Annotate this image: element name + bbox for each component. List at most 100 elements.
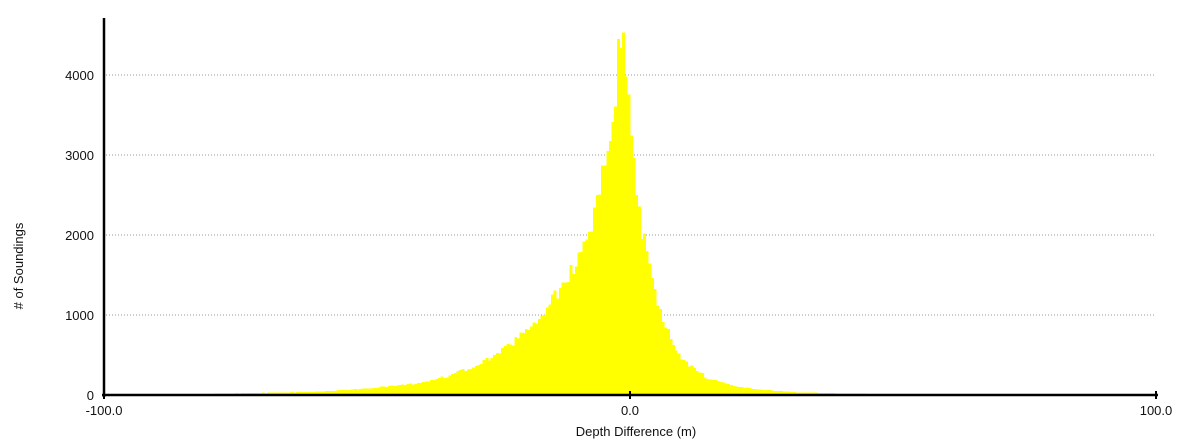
histogram-bar xyxy=(545,307,549,395)
histogram-bar xyxy=(743,387,747,395)
histogram-bar xyxy=(643,233,647,395)
histogram-bar xyxy=(330,390,334,395)
histogram-bar xyxy=(793,391,796,395)
histogram-bar xyxy=(537,319,541,395)
histogram-bar xyxy=(511,345,515,395)
histogram-bar xyxy=(395,385,399,395)
histogram-bar xyxy=(808,392,812,395)
histogram-bar xyxy=(445,377,449,395)
histogram-bar xyxy=(769,390,773,395)
histogram-bar xyxy=(477,364,481,395)
histogram-bar xyxy=(317,391,320,395)
histogram-bar xyxy=(516,338,520,395)
histogram-bar xyxy=(714,379,718,395)
histogram-bar xyxy=(409,383,413,395)
histogram-bar xyxy=(514,337,518,395)
histogram-bar xyxy=(608,141,612,395)
histogram-bar xyxy=(669,339,673,395)
histogram-bar xyxy=(440,376,444,395)
y-axis-title: # of Soundings xyxy=(11,222,26,309)
histogram-bar xyxy=(753,389,757,395)
histogram-bar xyxy=(432,380,436,395)
histogram-bar xyxy=(322,391,326,395)
histogram-bar xyxy=(474,366,478,395)
histogram-bar xyxy=(340,389,344,395)
histogram-bar xyxy=(522,333,526,395)
histogram-bar xyxy=(393,386,397,395)
histogram-bar xyxy=(693,368,697,395)
histogram-bar xyxy=(722,382,725,395)
histogram-bar xyxy=(611,121,615,395)
histogram-bar xyxy=(416,382,420,395)
x-tick-label: 0.0 xyxy=(621,403,639,418)
histogram-bar xyxy=(764,390,768,395)
histogram-bar xyxy=(619,48,623,396)
histogram-bar xyxy=(566,281,570,395)
histogram-bar xyxy=(698,372,702,395)
histogram-bar xyxy=(424,381,428,395)
histogram-bar xyxy=(811,392,815,395)
histogram-bar xyxy=(401,384,405,395)
histogram-bar xyxy=(288,392,292,395)
histogram-bar xyxy=(419,383,423,395)
histogram-bar xyxy=(343,390,347,395)
histogram-bar xyxy=(701,373,704,395)
histogram-bar xyxy=(556,298,560,395)
histogram-bar xyxy=(459,370,462,395)
histogram-bar xyxy=(435,378,439,395)
histogram-bar xyxy=(438,377,441,395)
histogram-bar xyxy=(498,353,502,395)
histogram-bar xyxy=(301,392,305,395)
histogram-bar xyxy=(369,388,373,395)
histogram-bar xyxy=(382,386,386,395)
y-tick-label: 1000 xyxy=(65,308,94,323)
histogram-bar xyxy=(503,345,507,395)
histogram-bar xyxy=(519,332,523,395)
histogram-bar xyxy=(748,388,752,395)
histogram-bar xyxy=(635,195,639,395)
histogram-bar xyxy=(632,157,636,395)
histogram-bar xyxy=(335,390,339,395)
y-tick-label: 3000 xyxy=(65,148,94,163)
histogram-bar xyxy=(603,165,607,395)
x-tick-label: 100.0 xyxy=(1140,403,1173,418)
histogram-bar xyxy=(637,206,641,395)
histogram-bar xyxy=(403,385,407,395)
histogram-bar xyxy=(485,358,489,395)
histogram-bar xyxy=(411,384,415,395)
histogram-bar xyxy=(540,315,544,395)
histogram-bar xyxy=(356,389,360,395)
histogram-bar xyxy=(345,389,349,395)
histogram-bar xyxy=(687,366,691,395)
histogram-bar xyxy=(364,388,368,395)
histogram-bar xyxy=(772,390,775,395)
histogram-bar xyxy=(729,384,733,395)
histogram-bar xyxy=(353,389,357,395)
histogram-bar xyxy=(800,392,804,395)
histogram-bar xyxy=(624,76,628,396)
histogram-bar xyxy=(272,392,276,395)
histogram-bar xyxy=(716,381,720,395)
histogram-bar xyxy=(532,322,536,395)
histogram-bar xyxy=(706,379,710,395)
histogram-bar xyxy=(427,381,431,395)
histogram-bar xyxy=(750,388,754,395)
histogram-bar xyxy=(451,374,455,395)
histogram-bar xyxy=(695,370,699,395)
histogram-bar xyxy=(653,288,657,395)
histogram-bar xyxy=(285,392,289,395)
histogram-bar xyxy=(735,386,739,395)
histogram-bar xyxy=(580,251,583,395)
histogram-bar xyxy=(622,32,626,396)
histogram-bar xyxy=(501,348,505,395)
x-axis-title: Depth Difference (m) xyxy=(576,424,696,439)
histogram-bar xyxy=(390,385,394,395)
histogram-bar xyxy=(645,250,649,395)
histogram-bar xyxy=(682,360,686,395)
histogram-bar xyxy=(703,377,707,395)
histogram-bar xyxy=(422,382,426,395)
histogram-bar xyxy=(766,390,770,395)
histogram-bar xyxy=(640,238,644,395)
histogram-bar xyxy=(361,388,365,395)
histogram-bar xyxy=(761,390,765,395)
